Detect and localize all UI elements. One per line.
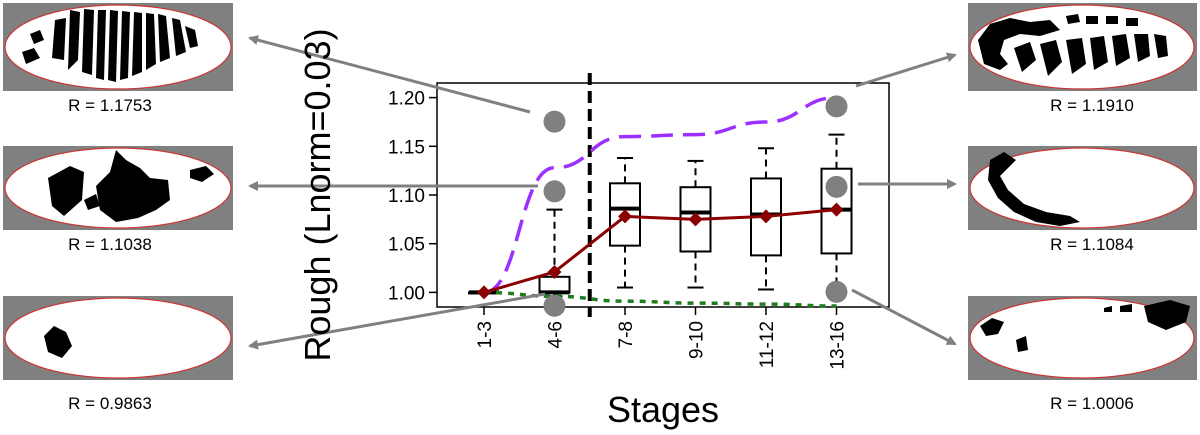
- y-tick-label: 1.15: [388, 137, 425, 158]
- mean-marker: [829, 202, 844, 217]
- thumbnail-label: R = 0.9863: [68, 394, 152, 413]
- y-tick-label: 1.20: [388, 89, 425, 110]
- highlight-point: [543, 294, 566, 317]
- lower-envelope-line: [483, 290, 837, 308]
- y-axis: 1.00 1.05 1.10 1.15 1.20: [388, 89, 437, 304]
- embryo-pattern-segments: [978, 14, 1168, 76]
- x-tick-label: 7-8: [616, 321, 637, 348]
- y-tick-label: 1.00: [388, 283, 425, 304]
- embryo-thumbnail-right-top: [968, 3, 1197, 91]
- x-axis: 1-3 4-6 7-8 9-10 11-12 13-16: [475, 307, 849, 370]
- embryo-pattern-dot: [44, 326, 72, 358]
- thumbnail-label: R = 1.0006: [1050, 394, 1134, 413]
- embryo-thumbnail-left-bottom: [3, 296, 233, 380]
- embryo-pattern-blobs: [48, 150, 214, 222]
- box-body: [538, 275, 571, 294]
- x-tick-label: 11-12: [757, 321, 778, 368]
- upper-envelope-line: [483, 95, 837, 295]
- arrow-to-thumbnail: [851, 288, 957, 346]
- x-tick-label: 4-6: [546, 321, 567, 348]
- mean-marker: [477, 285, 491, 300]
- mean-marker: [618, 209, 632, 224]
- thumbnail-label: R = 1.1910: [1050, 96, 1134, 115]
- mean-line: [483, 208, 837, 294]
- y-tick-label: 1.05: [388, 235, 425, 256]
- y-tick-label: 1.10: [388, 186, 425, 207]
- highlight-point: [543, 180, 566, 203]
- mean-marker: [759, 209, 773, 224]
- embryo-pattern-spots: [980, 300, 1190, 352]
- mean-markers: [477, 202, 844, 300]
- highlight-point: [825, 280, 848, 303]
- plot-area: 1.001.051.101.151.20 1-3 4-6 7-8 9-10 11-12 1…: [388, 73, 890, 370]
- highlight-point: [825, 175, 848, 198]
- arrow-to-thumbnail: [248, 292, 546, 350]
- embryo-pattern-curve: [988, 152, 1080, 226]
- connector-arrows: [248, 35, 957, 350]
- mean-marker: [688, 212, 703, 227]
- arrow-to-thumbnail: [855, 52, 957, 88]
- embryo-thumbnail-right-bottom: [968, 296, 1197, 380]
- embryo-thumbnail-right-middle: [968, 146, 1197, 230]
- y-axis-title: Rough (Lnorm=0.03): [297, 28, 338, 361]
- embryo-thumbnail-left-top: [3, 3, 233, 91]
- arrow-to-thumbnail: [248, 35, 531, 114]
- x-tick-label: 1-3: [475, 321, 496, 348]
- mean-marker: [547, 264, 562, 279]
- thumbnail-label: R = 1.1084: [1050, 235, 1134, 254]
- plot-frame: [436, 82, 890, 308]
- thumbnail-label: R = 1.1038: [68, 235, 152, 254]
- embryo-pattern-stripes: [22, 9, 198, 82]
- highlight-points: [543, 95, 848, 317]
- embryo-thumbnail-left-middle: [3, 146, 233, 230]
- highlight-point: [825, 95, 848, 118]
- x-tick-label: 13-16: [828, 321, 849, 370]
- highlight-point: [543, 110, 566, 133]
- thumbnail-label: R = 1.1753: [68, 96, 152, 115]
- x-axis-title: Stages: [607, 389, 719, 430]
- x-tick-label: 9-10: [687, 321, 708, 359]
